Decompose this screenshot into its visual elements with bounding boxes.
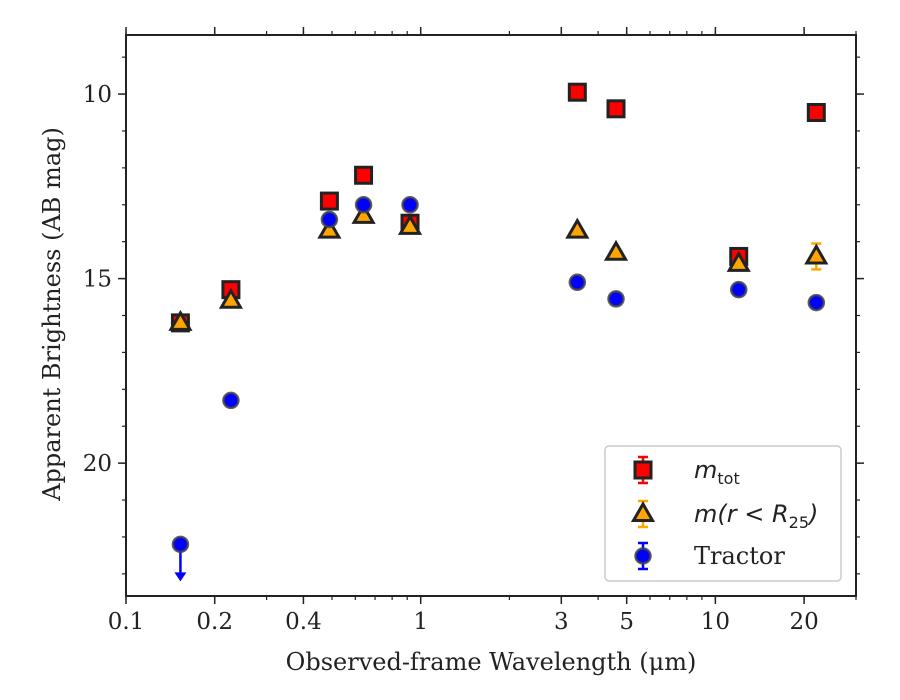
x-tick-label: 10 [701,609,730,635]
legend-label: Tractor [694,542,785,570]
x-tick-label: 3 [554,609,569,635]
y-axis-label: Apparent Brightness (AB mag) [38,127,66,502]
plot-frame [125,34,857,597]
y-tick-label: 20 [83,451,112,477]
legend-marker-triangle [630,500,656,522]
data-markers [168,82,829,582]
series-circle [171,196,826,582]
x-tick-label: 0.1 [108,609,145,635]
x-tick-label: 0.4 [285,609,322,635]
x-tick-label: 5 [619,609,634,635]
y-tick-label: 15 [83,267,112,293]
y-tick-label: 10 [83,82,112,108]
legend-marker-circle [634,547,652,565]
x-tick-label: 0.2 [196,609,233,635]
legend-box [604,445,842,582]
legend-marker-square [633,460,653,480]
upper-limit-arrow [174,572,187,582]
x-axis-label: Observed-frame Wavelength (μm) [286,648,697,676]
series-triangle [168,202,829,331]
x-tick-label: 20 [789,609,818,635]
x-tick-label: 1 [413,609,428,635]
axes: 0.1 0.2 0.4 1 3 5 10 20 10 15 20 [83,27,864,635]
